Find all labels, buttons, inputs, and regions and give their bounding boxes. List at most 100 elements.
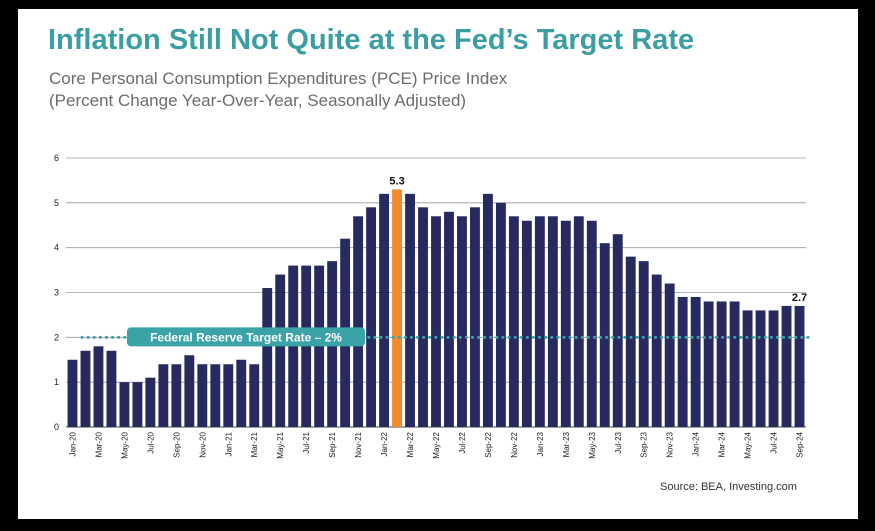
bar (508, 216, 519, 427)
bar (405, 193, 415, 427)
bar (379, 193, 390, 427)
x-tick-label: Sep-22 (484, 431, 493, 457)
bar-highlight (392, 189, 402, 427)
x-tick-label: Sep-21 (328, 431, 337, 457)
data-labels: 5.3 2.7 (389, 175, 807, 304)
bar (197, 364, 208, 427)
bar (236, 359, 247, 427)
bar (444, 211, 454, 427)
bar (275, 274, 286, 427)
bar (560, 220, 571, 427)
chart-subtitle: Core Personal Consumption Expenditures (… (49, 68, 507, 112)
target-rate-label-box (127, 327, 365, 347)
x-tick-label: Sep-24 (796, 431, 805, 457)
x-tick-label: May-23 (588, 431, 597, 458)
x-axis-ticks: Jan-20 Mar-20 May-20 Jul-20 Sep-20 Nov-20 Jan-… (68, 431, 804, 458)
bar (262, 288, 273, 427)
bar (651, 274, 662, 427)
data-label: 2.7 (792, 292, 807, 304)
bar (106, 350, 117, 427)
x-tick-label: Mar-22 (406, 431, 415, 457)
bar (729, 301, 740, 427)
data-label: 5.3 (389, 175, 404, 187)
x-tick-label: May-22 (432, 431, 441, 458)
x-tick-label: May-20 (120, 431, 129, 458)
bar (366, 207, 377, 427)
x-tick-label: Sep-23 (640, 431, 649, 457)
x-tick-label: Jan-23 (536, 431, 545, 456)
x-tick-label: Jul-20 (146, 431, 155, 453)
bar (547, 216, 558, 427)
x-tick-label: Mar-23 (562, 431, 571, 457)
y-tick-label: 4 (54, 243, 59, 253)
x-tick-label: Mar-24 (718, 431, 727, 457)
bar (470, 207, 480, 427)
bar (132, 382, 143, 427)
bar (210, 364, 221, 427)
bar (495, 202, 506, 427)
bar (353, 216, 364, 427)
bar (794, 305, 805, 427)
subtitle-line-2: (Percent Change Year-Over-Year, Seasonal… (49, 91, 467, 110)
y-tick-label: 0 (54, 422, 59, 432)
bar (586, 220, 597, 427)
x-tick-label: Nov-22 (510, 431, 519, 457)
y-tick-label: 2 (54, 332, 59, 342)
x-tick-label: Jan-21 (224, 431, 233, 456)
bar (716, 301, 727, 427)
bar (625, 256, 636, 427)
x-tick-label: Jan-22 (380, 431, 389, 456)
y-tick-label: 3 (54, 288, 59, 298)
target-rate-label: Federal Reserve Target Rate – 2% (150, 330, 342, 344)
y-tick-label: 5 (54, 198, 59, 208)
bar (184, 355, 195, 427)
source-note: Source: BEA, Investing.com (660, 481, 797, 493)
bar (703, 301, 714, 427)
bar (755, 310, 766, 427)
subtitle-line-1: Core Personal Consumption Expenditures (… (49, 69, 508, 88)
x-tick-label: Jan-20 (68, 431, 77, 456)
x-tick-label: Nov-21 (354, 431, 363, 457)
bar (93, 346, 104, 427)
bar (223, 364, 234, 427)
bar (80, 350, 91, 427)
x-tick-label: Jul-23 (614, 431, 623, 453)
y-tick-label: 1 (54, 377, 59, 387)
x-tick-label: Sep-20 (172, 431, 181, 457)
bar (573, 216, 584, 427)
x-tick-label: May-24 (744, 431, 753, 458)
bar (482, 193, 493, 427)
bar (158, 364, 169, 427)
x-tick-label: Jul-21 (302, 431, 311, 453)
chart-title: Inflation Still Not Quite at the Fed’s T… (48, 24, 695, 56)
bar (521, 220, 532, 427)
bar (171, 364, 182, 427)
bar (638, 261, 649, 427)
bar (690, 296, 701, 427)
bar (534, 216, 545, 427)
x-tick-label: Nov-23 (666, 431, 675, 457)
bar (768, 310, 779, 427)
bar (457, 216, 467, 427)
bar (742, 310, 753, 427)
bars (67, 189, 805, 427)
bar (67, 359, 78, 427)
x-tick-label: Jul-24 (770, 431, 779, 453)
y-tick-label: 6 (54, 153, 59, 163)
bar (599, 243, 610, 427)
bar (612, 234, 623, 427)
bar (249, 364, 260, 427)
bar (431, 216, 441, 427)
x-tick-label: May-21 (276, 431, 285, 458)
x-tick-label: Jan-24 (692, 431, 701, 456)
x-tick-label: Mar-21 (250, 431, 259, 457)
bar (418, 207, 428, 427)
bar (119, 382, 130, 427)
bar (145, 377, 156, 427)
x-tick-label: Mar-20 (94, 431, 103, 457)
bar (664, 283, 675, 427)
bar (781, 305, 792, 427)
bar (677, 296, 688, 427)
target-rate-line: Federal Reserve Target Rate – 2% (80, 327, 814, 347)
